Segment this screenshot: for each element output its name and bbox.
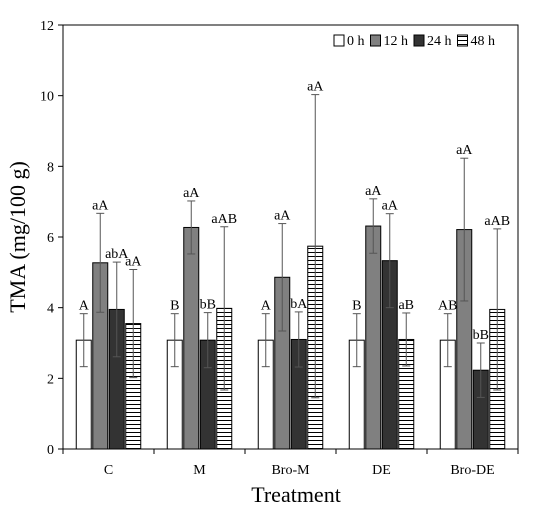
x-tick-label: M bbox=[193, 463, 206, 478]
significance-label: aA bbox=[365, 184, 382, 199]
legend: 0 h 12 h 24 h 48 h bbox=[333, 34, 496, 49]
x-tick-label: Bro-M bbox=[271, 463, 310, 478]
significance-label: B bbox=[170, 299, 179, 314]
legend-swatch bbox=[333, 34, 345, 47]
significance-label: bA bbox=[290, 297, 308, 312]
y-tick-label: 4 bbox=[47, 302, 54, 317]
legend-label: 24 h bbox=[427, 34, 452, 49]
legend-label: 0 h bbox=[347, 34, 365, 49]
bar bbox=[365, 225, 382, 450]
significance-label: AB bbox=[438, 299, 457, 314]
legend-swatch bbox=[413, 34, 425, 47]
y-axis-title: TMA (mg/100 g) bbox=[5, 161, 30, 313]
significance-label: A bbox=[79, 299, 90, 314]
significance-label: aB bbox=[398, 298, 414, 313]
x-axis: C M Bro-M DE Bro-DE bbox=[62, 449, 519, 478]
y-tick-label: 12 bbox=[40, 19, 54, 34]
y-tick-label: 0 bbox=[47, 443, 54, 458]
significance-label: aA bbox=[382, 199, 399, 214]
significance-label: aAB bbox=[211, 212, 237, 227]
x-tick-label: DE bbox=[372, 463, 391, 478]
x-tick-label: C bbox=[104, 463, 113, 478]
y-tick-label: 8 bbox=[47, 160, 54, 175]
legend-swatch bbox=[370, 34, 381, 47]
significance-label: aA bbox=[307, 80, 324, 95]
significance-label: bB bbox=[200, 298, 216, 313]
significance-label: aA bbox=[274, 209, 291, 224]
significance-label: aA bbox=[125, 255, 142, 270]
significance-label: abA bbox=[105, 247, 129, 262]
legend-label: 48 h bbox=[471, 34, 496, 49]
legend-label: 12 h bbox=[384, 34, 409, 49]
y-tick-label: 10 bbox=[40, 90, 54, 105]
significance-label: aA bbox=[456, 143, 473, 158]
y-axis: 0 2 4 6 8 10 12 bbox=[40, 19, 63, 458]
significance-label: B bbox=[352, 299, 361, 314]
x-tick-label: Bro-DE bbox=[450, 463, 494, 478]
significance-label: aAB bbox=[484, 214, 510, 229]
bar bbox=[183, 226, 200, 450]
significance-label: A bbox=[261, 299, 272, 314]
significance-label: aA bbox=[92, 198, 109, 213]
significance-label: bB bbox=[473, 328, 489, 343]
significance-label: aA bbox=[183, 186, 200, 201]
legend-swatch bbox=[457, 34, 468, 47]
x-axis-title: Treatment bbox=[251, 482, 341, 507]
y-tick-label: 6 bbox=[47, 231, 54, 246]
y-tick-label: 2 bbox=[47, 372, 54, 387]
